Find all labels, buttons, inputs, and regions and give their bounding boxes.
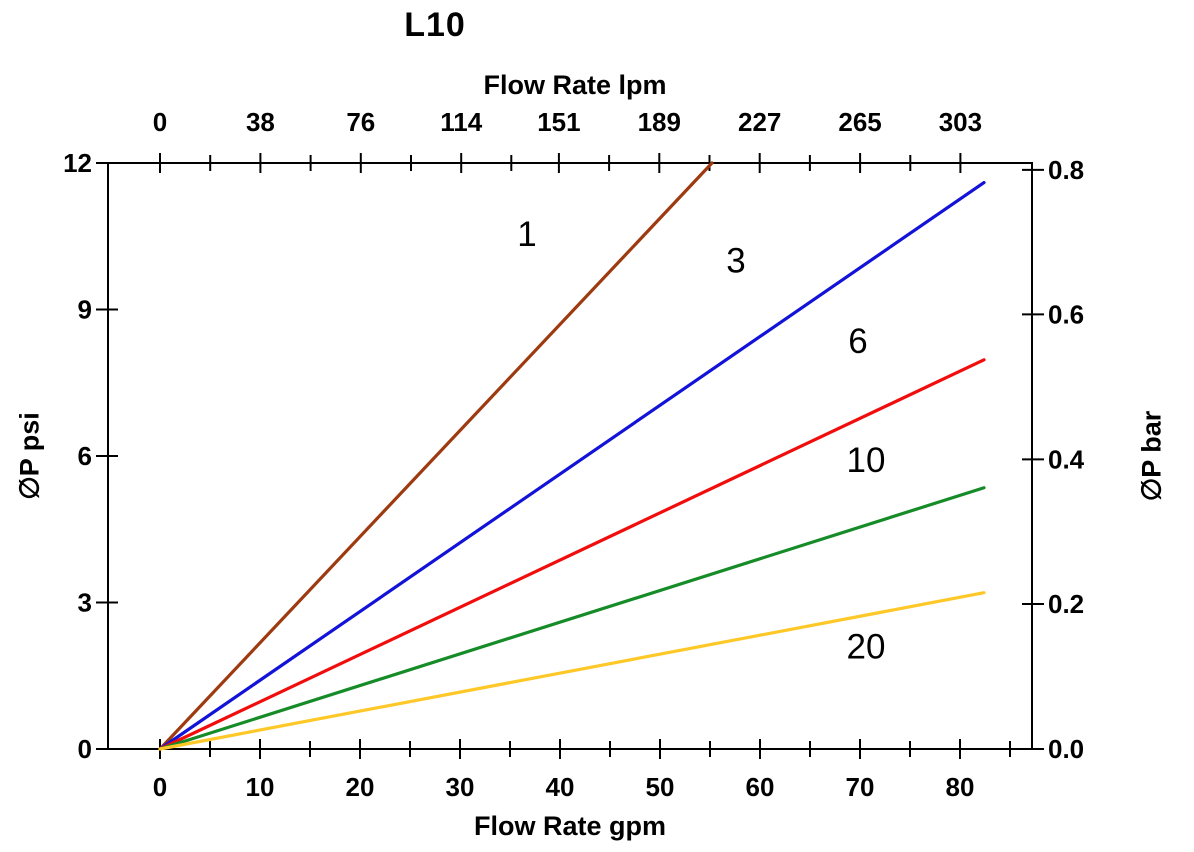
bottom-tick-label: 40 (546, 772, 575, 802)
series-line-6-micron (158, 358, 986, 751)
left-axis-title: ∅P psi (14, 412, 45, 500)
series-label-6-micron: 6 (848, 322, 867, 361)
right-tick-label: 0.4 (1048, 444, 1085, 474)
bottom-tick-label: 80 (946, 772, 975, 802)
series-label-20-micron: 20 (847, 627, 886, 666)
top-tick-label: 303 (939, 107, 982, 137)
chart-title: L10 (404, 6, 466, 44)
bottom-tick-label: 30 (446, 772, 475, 802)
series-line-10-micron (158, 486, 986, 751)
top-tick-label: 265 (838, 107, 881, 137)
bottom-tick-label: 20 (346, 772, 375, 802)
right-tick-label: 0.8 (1048, 155, 1084, 185)
top-tick-label: 76 (346, 107, 375, 137)
top-tick-label: 0 (153, 107, 167, 137)
bottom-tick-label: 50 (646, 772, 675, 802)
top-tick-label: 38 (246, 107, 275, 137)
left-tick-label: 3 (78, 588, 92, 618)
top-tick-label: 227 (738, 107, 781, 137)
series-line-1-micron (158, 161, 714, 751)
bottom-tick-label: 60 (746, 772, 775, 802)
left-tick-label: 9 (78, 295, 92, 325)
series-line-20-micron (158, 591, 986, 751)
bottom-tick-label: 70 (846, 772, 875, 802)
right-tick-label: 0.2 (1048, 589, 1084, 619)
left-tick-label: 0 (78, 734, 92, 764)
series-label-1-micron: 1 (517, 215, 536, 254)
bottom-tick-label: 0 (153, 772, 167, 802)
right-axis-title: ∅P bar (1136, 410, 1167, 502)
top-tick-label: 189 (638, 107, 681, 137)
right-tick-label: 0.6 (1048, 299, 1084, 329)
bottom-tick-label: 10 (246, 772, 275, 802)
left-tick-label: 6 (78, 441, 92, 471)
plot-frame (107, 162, 1033, 750)
series-label-3-micron: 3 (726, 242, 745, 281)
series-line-3-micron (158, 180, 986, 751)
right-tick-label: 0.0 (1048, 734, 1084, 764)
left-tick-label: 12 (63, 148, 92, 178)
bottom-axis-title: Flow Rate gpm (473, 811, 667, 841)
top-tick-label: 114 (440, 107, 482, 137)
top-axis-title: Flow Rate lpm (483, 70, 667, 100)
series-label-10-micron: 10 (847, 441, 886, 480)
top-tick-label: 151 (537, 107, 580, 137)
